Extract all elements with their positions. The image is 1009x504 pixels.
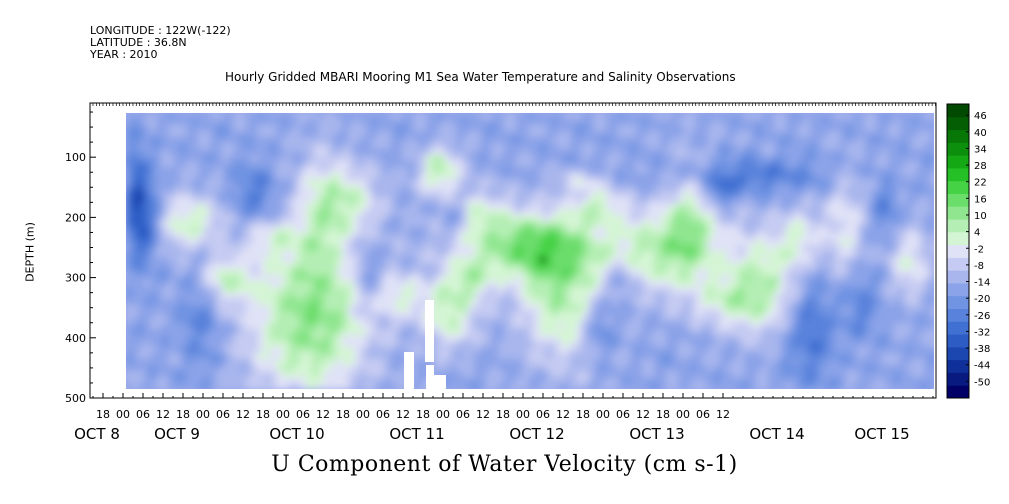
x-tick-label: 18 [96, 408, 110, 421]
x-tick-label: 00 [356, 408, 370, 421]
colorbar-label: 16 [974, 194, 987, 205]
colorbar-label: 28 [974, 161, 987, 172]
x-tick-label: 06 [376, 408, 390, 421]
colorbar-swatch [947, 244, 969, 258]
y-tick-label: 500 [65, 392, 86, 405]
x-tick-label: 00 [116, 408, 130, 421]
x-tick-label: 00 [596, 408, 610, 421]
year-label: YEAR : 2010 [90, 48, 158, 61]
chart-title: Hourly Gridded MBARI Mooring M1 Sea Wate… [225, 70, 736, 84]
colorbar-label: -26 [974, 311, 990, 322]
colorbar-label: 22 [974, 178, 987, 189]
colorbar-label: -50 [974, 377, 990, 388]
x-tick-label: 00 [276, 408, 290, 421]
colorbar-swatch [947, 129, 969, 143]
colorbar-swatch [947, 270, 969, 284]
colorbar-label: -14 [974, 278, 990, 289]
colorbar-swatch [947, 385, 969, 399]
x-tick-label: 06 [616, 408, 630, 421]
colorbar-label: -2 [974, 244, 984, 255]
x-tick-label: 12 [716, 408, 730, 421]
x-tick-label: 00 [436, 408, 450, 421]
colorbar-swatch [947, 193, 969, 207]
x-day-label: OCT 15 [854, 425, 909, 443]
colorbar-swatch [947, 346, 969, 361]
colorbar-swatch [947, 372, 969, 386]
colorbar-swatch [947, 295, 969, 310]
x-day-label: OCT 10 [269, 425, 324, 443]
x-tick-label: 18 [656, 408, 670, 421]
colorbar-swatch [947, 282, 969, 297]
heatmap-field [126, 113, 934, 389]
x-day-label: OCT 11 [389, 425, 444, 443]
x-tick-label: 12 [236, 408, 250, 421]
colorbar-label: 46 [974, 111, 987, 122]
colorbar-swatch [947, 308, 969, 322]
x-axis-title: U Component of Water Velocity (cm s-1) [271, 452, 738, 477]
colorbar-swatch [947, 116, 969, 131]
colorbar-swatch [947, 167, 969, 182]
colorbar-label: -20 [974, 294, 990, 305]
x-day-label: OCT 9 [154, 425, 200, 443]
colorbar-label: 10 [974, 211, 987, 222]
colorbar-label: -32 [974, 327, 990, 338]
y-tick-label: 300 [65, 272, 86, 285]
x-tick-label: 12 [316, 408, 330, 421]
x-tick-label: 18 [176, 408, 190, 421]
x-tick-label: 06 [456, 408, 470, 421]
x-day-label: OCT 12 [509, 425, 564, 443]
y-tick-label: 400 [65, 332, 86, 345]
colorbar-frame [946, 103, 970, 399]
colorbar-label: -44 [974, 361, 990, 372]
colorbar-swatch [947, 257, 969, 271]
colorbar-swatch [947, 142, 969, 156]
x-tick-label: 18 [336, 408, 350, 421]
longitude-label: LONGITUDE : 122W(-122) [90, 24, 231, 37]
x-tick-label: 12 [556, 408, 570, 421]
x-tick-label: 18 [416, 408, 430, 421]
latitude-label: LATITUDE : 36.8N [90, 36, 187, 49]
x-tick-label: 06 [296, 408, 310, 421]
colorbar-swatch [947, 231, 969, 246]
colorbar-swatch [947, 155, 969, 169]
x-tick-label: 06 [536, 408, 550, 421]
x-tick-label: 00 [516, 408, 530, 421]
colorbar-label: 34 [974, 144, 987, 155]
colorbar-swatch [947, 359, 969, 373]
missing-data-mask [404, 300, 446, 389]
y-tick-label: 100 [65, 151, 86, 164]
y-tick-label: 200 [65, 211, 86, 224]
colorbar-swatch [947, 219, 969, 233]
x-tick-label: 00 [676, 408, 690, 421]
colorbar-swatch [947, 206, 969, 220]
top-minor-ticks [92, 103, 936, 106]
colorbar-label: 40 [974, 128, 987, 139]
x-tick-label: 12 [156, 408, 170, 421]
colorbar-swatch [947, 334, 969, 348]
colorbar-label: 4 [974, 228, 980, 239]
x-tick-label: 18 [496, 408, 510, 421]
x-tick-label: 18 [256, 408, 270, 421]
colorbar-swatch [947, 104, 969, 118]
x-tick-label: 06 [216, 408, 230, 421]
x-tick-label: 12 [396, 408, 410, 421]
x-tick-label: 12 [476, 408, 490, 421]
x-tick-label: 06 [136, 408, 150, 421]
x-tick-label: 00 [196, 408, 210, 421]
x-day-label: OCT 13 [629, 425, 684, 443]
x-day-label: OCT 8 [74, 425, 120, 443]
colorbar-label: -38 [974, 344, 990, 355]
colorbar-label: -8 [974, 261, 984, 272]
colorbar-swatch [947, 321, 969, 335]
colorbar-swatch [947, 180, 969, 194]
x-day-label: OCT 14 [749, 425, 804, 443]
x-tick-label: 06 [696, 408, 710, 421]
x-tick-label: 18 [576, 408, 590, 421]
x-tick-label: 12 [636, 408, 650, 421]
